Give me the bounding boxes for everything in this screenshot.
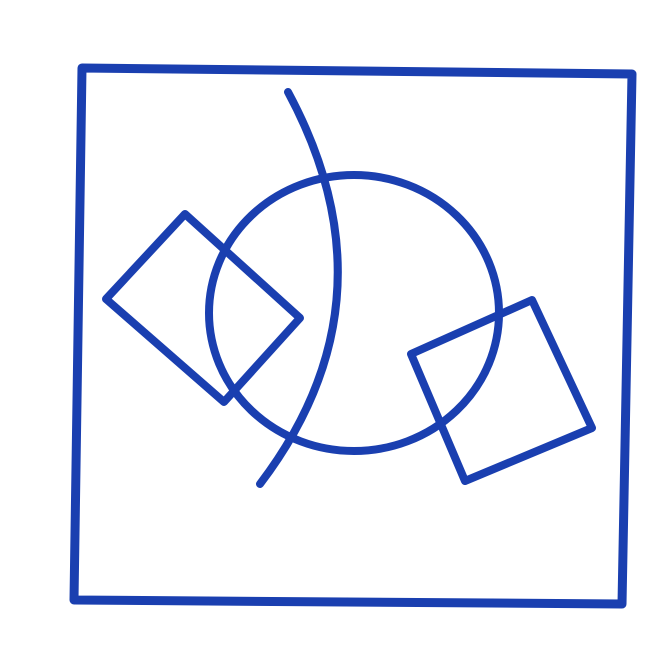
left-tilted-square xyxy=(106,214,300,402)
circle xyxy=(209,175,499,451)
